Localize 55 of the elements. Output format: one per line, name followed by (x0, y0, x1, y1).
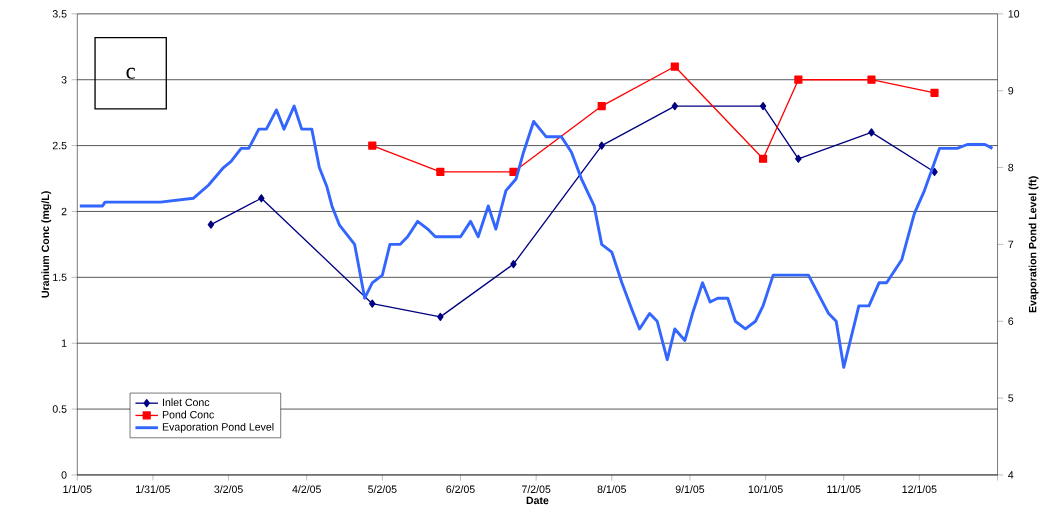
y-tick-label: 3 (61, 75, 67, 84)
y-tick-label: 2.5 (52, 141, 67, 150)
y-tick-label: 0.5 (52, 405, 67, 413)
legend-label: Inlet Conc (163, 398, 210, 406)
point (795, 154, 802, 163)
point (794, 75, 803, 84)
point (867, 75, 876, 84)
x-tick-label: 11/1/05 (827, 485, 861, 493)
x-tick-label: 7/2/05 (522, 485, 551, 493)
y2-tick-label: 4 (1008, 471, 1014, 479)
point (598, 141, 605, 150)
y-tick-label: 2 (61, 207, 67, 215)
y2-tick-label: 10 (1008, 9, 1020, 18)
y2-tick-label: 6 (1008, 317, 1014, 325)
y-tick-label: 3.5 (52, 9, 67, 18)
x-tick-label: 3/2/05 (214, 485, 243, 493)
legend-label: Evaporation Pond Level (162, 422, 274, 433)
annotation: c (126, 67, 136, 79)
x-tick-label: 5/2/05 (368, 485, 397, 493)
x-tick-label: 8/1/05 (597, 485, 627, 493)
point (258, 193, 265, 203)
line-series (78, 104, 994, 369)
y2-tick-label: 7 (1008, 240, 1014, 248)
point (369, 299, 376, 308)
x-tick-label: 9/1/05 (675, 485, 705, 493)
point (437, 312, 444, 321)
legend-label: Pond Conc (162, 410, 214, 419)
y-axis-title: Uranium Conc (mg/L) (41, 191, 52, 298)
point (670, 62, 679, 71)
point (368, 141, 377, 150)
point (868, 128, 875, 137)
y-tick-label: 1.5 (53, 273, 67, 281)
y2-axis-title: Evaporation Pond Level (ft) (1028, 176, 1039, 313)
point (930, 88, 939, 97)
x-axis-title: Date (526, 496, 549, 504)
point (758, 154, 768, 163)
y2-tick-label: 8 (1008, 163, 1014, 172)
x-tick-label: 10/1/05 (748, 485, 783, 493)
point (597, 101, 606, 110)
point (436, 167, 445, 176)
y2-tick-label: 5 (1008, 394, 1014, 402)
x-tick-label: 1/1/05 (63, 485, 92, 493)
point (759, 101, 767, 110)
point (207, 220, 215, 229)
x-tick-label: 12/1/05 (902, 485, 937, 493)
point (510, 259, 517, 269)
y-tick-label: 1 (61, 339, 67, 347)
point (931, 167, 938, 176)
y2-tick-label: 9 (1008, 86, 1014, 95)
x-tick-label: 6/2/05 (446, 485, 475, 493)
x-tick-label: 1/31/05 (136, 485, 171, 493)
y-tick-label: 0 (61, 471, 67, 479)
point (509, 167, 518, 176)
point (671, 101, 679, 110)
x-tick-label: 4/2/05 (292, 485, 321, 493)
